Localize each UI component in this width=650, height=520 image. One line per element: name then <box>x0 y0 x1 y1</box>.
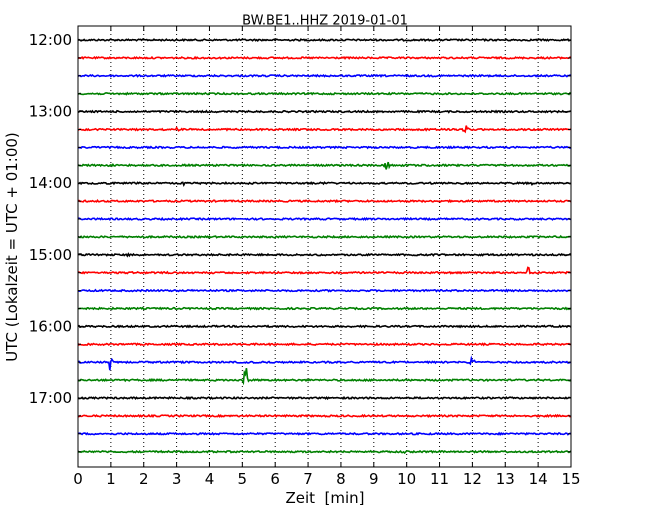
y-tick-label: 14:00 <box>29 174 72 192</box>
x-tick-label: 11 <box>430 470 449 488</box>
trace-1500 <box>77 252 572 258</box>
trace-1745 <box>77 449 572 455</box>
trace-1315 <box>77 125 572 134</box>
trace-1545 <box>77 306 572 311</box>
trace-1615 <box>77 342 572 347</box>
x-tick-label: 10 <box>397 470 416 488</box>
trace-1445 <box>77 234 572 239</box>
x-tick-label: 0 <box>73 470 83 488</box>
plot-frame <box>77 25 572 468</box>
x-tick-label: 8 <box>336 470 346 488</box>
x-tick-label: 7 <box>303 470 313 488</box>
y-axis-label: UTC (Lokalzeit = UTC + 01:00) <box>3 132 21 362</box>
trace-1430 <box>77 216 572 222</box>
trace-1715 <box>77 413 572 418</box>
trace-1515 <box>77 266 572 275</box>
x-tick-label: 6 <box>270 470 280 488</box>
trace-1700 <box>77 395 572 401</box>
x-tick-labels: 0 1 2 3 4 5 6 7 8 9 10 11 12 13 14 15 <box>73 470 580 488</box>
x-tick-label: 15 <box>561 470 580 488</box>
trace-1730 <box>77 431 572 436</box>
trace-1415 <box>77 198 572 204</box>
y-tick-label: 12:00 <box>29 31 72 49</box>
trace-1645 <box>77 368 572 386</box>
chart-title: BW.BE1..HHZ 2019-01-01 <box>242 14 408 29</box>
y-tick-label: 16:00 <box>29 317 72 335</box>
y-tick-label: 13:00 <box>29 103 72 121</box>
trace-1330 <box>77 145 572 150</box>
x-tick-label: 3 <box>172 470 182 488</box>
trace-1345 <box>77 161 572 170</box>
y-tick-label: 17:00 <box>29 389 72 407</box>
y-tick-label: 15:00 <box>29 246 72 264</box>
seismic-traces <box>77 38 572 455</box>
vertical-gridlines <box>110 26 539 467</box>
x-axis-label: Zeit [min] <box>285 489 364 507</box>
x-tick-label: 12 <box>463 470 482 488</box>
y-tick-labels: 12:00 13:00 14:00 15:00 16:00 17:00 <box>29 31 72 407</box>
trace-1215 <box>77 55 572 61</box>
x-tick-label: 2 <box>139 470 149 488</box>
trace-1600 <box>77 324 572 329</box>
trace-1200 <box>77 38 572 43</box>
x-tick-label: 1 <box>106 470 116 488</box>
trace-1245 <box>77 91 572 96</box>
trace-1230 <box>77 73 572 78</box>
trace-1400 <box>77 181 572 188</box>
x-tick-label: 13 <box>496 470 515 488</box>
x-tick-label: 9 <box>369 470 379 488</box>
trace-1530 <box>77 288 572 293</box>
trace-1630 <box>77 355 572 371</box>
x-tick-label: 14 <box>529 470 548 488</box>
x-tick-label: 4 <box>205 470 215 488</box>
x-tick-label: 5 <box>238 470 248 488</box>
trace-1300 <box>77 109 572 114</box>
axis-ticks <box>77 26 572 467</box>
